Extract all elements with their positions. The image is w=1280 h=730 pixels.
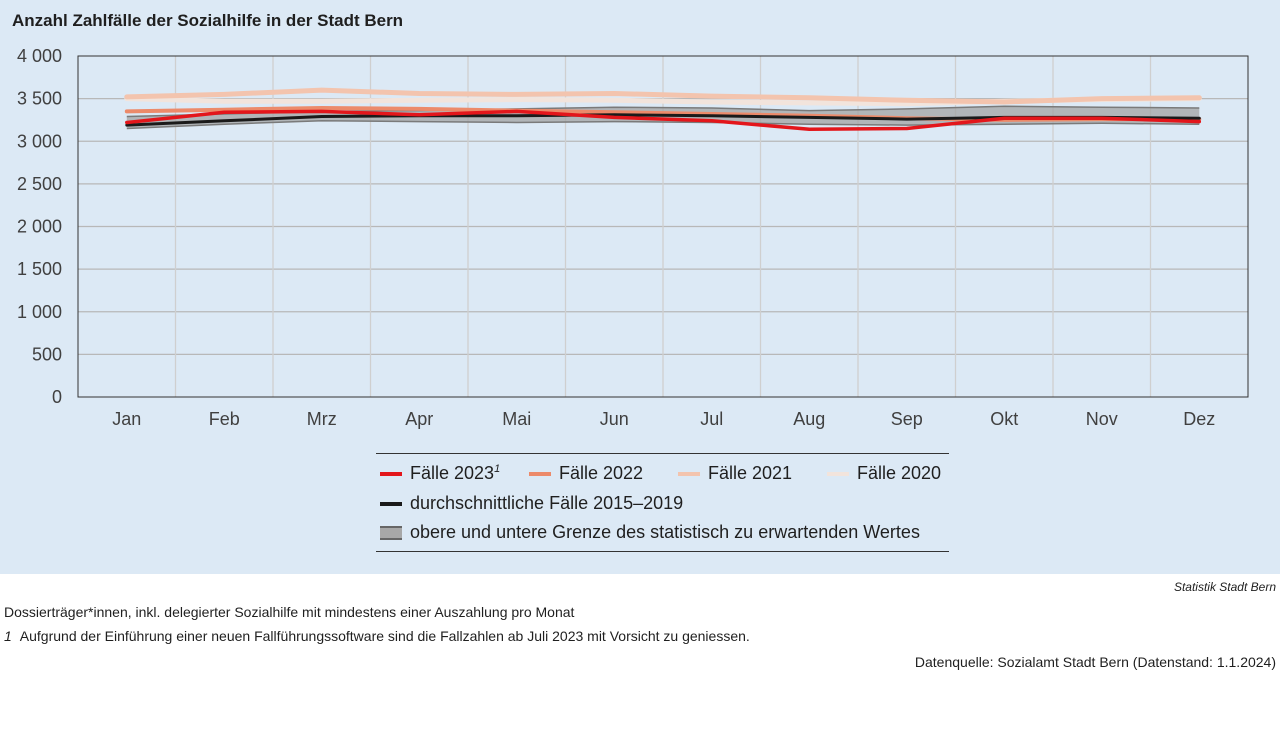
legend-swatch-2022 [529, 471, 551, 476]
legend-swatch-2020 [827, 471, 849, 476]
x-tick-label: Jul [700, 409, 723, 429]
plot-border [77, 55, 1249, 398]
band-lower-line [126, 120, 1200, 130]
legend-label-2020: Fälle 2020 [857, 463, 942, 483]
data-source: Datenquelle: Sozialamt Stadt Bern (Daten… [914, 654, 1276, 670]
footnote-1: 1 Aufgrund der Einführung einer neuen Fal… [4, 628, 750, 644]
y-tick-label: 3 500 [17, 89, 62, 109]
legend-label-2023: Fälle 20231 [410, 463, 501, 483]
chart-legend: Fälle 20231 Fälle 2022 Fälle 2021 Fälle … [376, 453, 949, 552]
x-tick-label: Apr [405, 409, 433, 429]
y-tick-label: 1 000 [17, 302, 62, 322]
legend-item-2022: Fälle 2022 [529, 463, 643, 484]
x-tick-label: Dez [1183, 409, 1215, 429]
legend-swatch-2023 [380, 471, 402, 476]
x-tick-label: Jun [600, 409, 629, 429]
legend-item-2020: Fälle 2020 [827, 463, 941, 484]
footnote-1-marker: 1 [4, 628, 12, 644]
legend-swatch-2021 [678, 471, 700, 476]
legend-swatch-average [380, 501, 402, 506]
x-tick-label: Jan [112, 409, 141, 429]
y-tick-label: 2 500 [17, 174, 62, 194]
line-chart: 0 500 1 000 1 500 2 000 2 500 3 000 3 500 4 000 J… [17, 46, 1249, 429]
y-tick-label: 4 000 [17, 46, 62, 66]
footnote-definition: Dossierträger*innen, inkl. delegierter S… [4, 604, 575, 620]
series-line-f-lle-2021 [124, 87, 1202, 105]
x-tick-label: Aug [793, 409, 825, 429]
legend-item-average: durchschnittliche Fälle 2015–2019 [380, 493, 683, 514]
legend-item-2021: Fälle 2021 [678, 463, 792, 484]
legend-item-2023: Fälle 20231 [380, 463, 500, 484]
footnote-1-text: Aufgrund der Einführung einer neuen Fall… [19, 628, 750, 644]
chart-panel: Anzahl Zahlfälle der Sozialhilfe in der … [0, 0, 1280, 574]
legend-label-average: durchschnittliche Fälle 2015–2019 [410, 493, 684, 513]
series-line-f-lle-2023 [125, 109, 1202, 132]
x-tick-label: Okt [990, 409, 1018, 429]
chart-title: Anzahl Zahlfälle der Sozialhilfe in der … [12, 11, 404, 30]
legend-label-band: obere und untere Grenze des statistisch … [410, 522, 920, 542]
source-credit: Statistik Stadt Bern [1173, 580, 1276, 594]
x-tick-label: Mrz [307, 409, 337, 429]
legend-item-band: obere und untere Grenze des statistisch … [380, 522, 920, 543]
x-tick-label: Sep [891, 409, 923, 429]
x-tick-label: Nov [1086, 409, 1118, 429]
x-tick-label: Feb [209, 409, 240, 429]
x-tick-label: Mai [502, 409, 531, 429]
y-tick-label: 1 500 [17, 259, 62, 279]
y-tick-label: 3 000 [17, 131, 62, 151]
y-tick-label: 2 000 [17, 217, 62, 237]
legend-label-2022: Fälle 2022 [559, 463, 644, 483]
y-tick-label: 0 [52, 387, 62, 407]
legend-swatch-band [380, 525, 402, 540]
legend-label-2021: Fälle 2021 [708, 463, 793, 483]
y-tick-label: 500 [32, 344, 62, 364]
